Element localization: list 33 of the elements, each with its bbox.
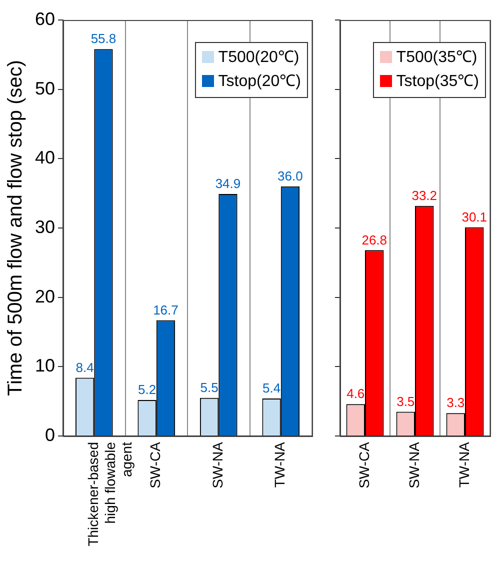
y-tick-label: 0 xyxy=(45,424,56,445)
data-label: 16.7 xyxy=(153,302,178,318)
data-label: 33.2 xyxy=(412,188,438,203)
y-tick-label: 50 xyxy=(34,78,56,98)
legend-label: Tstop(20℃) xyxy=(217,72,301,92)
y-tick-label: 60 xyxy=(34,8,56,29)
x-tick-label: SW-NA xyxy=(209,441,226,488)
data-label: 55.8 xyxy=(90,31,116,46)
data-label: 5.4 xyxy=(262,380,281,396)
y-axis-title: Time of 500m flow and flow stop (sec) xyxy=(4,60,27,396)
data-label: 34.9 xyxy=(215,176,241,192)
data-label: 30.1 xyxy=(462,209,488,224)
x-tick-label: SW-CA xyxy=(147,441,164,488)
x-tick-label: TW-NA xyxy=(272,441,288,488)
x-tick-label: TW-NA xyxy=(456,441,472,488)
data-label: 4.6 xyxy=(346,386,365,402)
data-label: 36.0 xyxy=(278,168,303,184)
data-label: 5.2 xyxy=(138,382,156,398)
y-tick-label: 20 xyxy=(34,286,56,306)
data-label: 3.3 xyxy=(446,395,465,410)
data-label: 3.5 xyxy=(396,394,415,409)
legend-label: T500(20℃) xyxy=(217,48,300,68)
x-tick-label: Thickener-based high flowable agent xyxy=(85,442,135,546)
y-tick-label: 40 xyxy=(34,148,56,168)
data-label: 8.4 xyxy=(76,360,94,375)
legend-label: Tstop(35℃) xyxy=(395,72,479,92)
y-tick-label: 10 xyxy=(34,356,56,376)
y-tick-label: 30 xyxy=(34,216,56,237)
x-tick-label: SW-NA xyxy=(406,441,422,488)
data-label: 26.8 xyxy=(362,232,388,248)
data-label: 5.5 xyxy=(200,380,218,395)
x-tick-label: SW-CA xyxy=(356,441,372,488)
legend-label: T500(35℃) xyxy=(395,48,478,68)
